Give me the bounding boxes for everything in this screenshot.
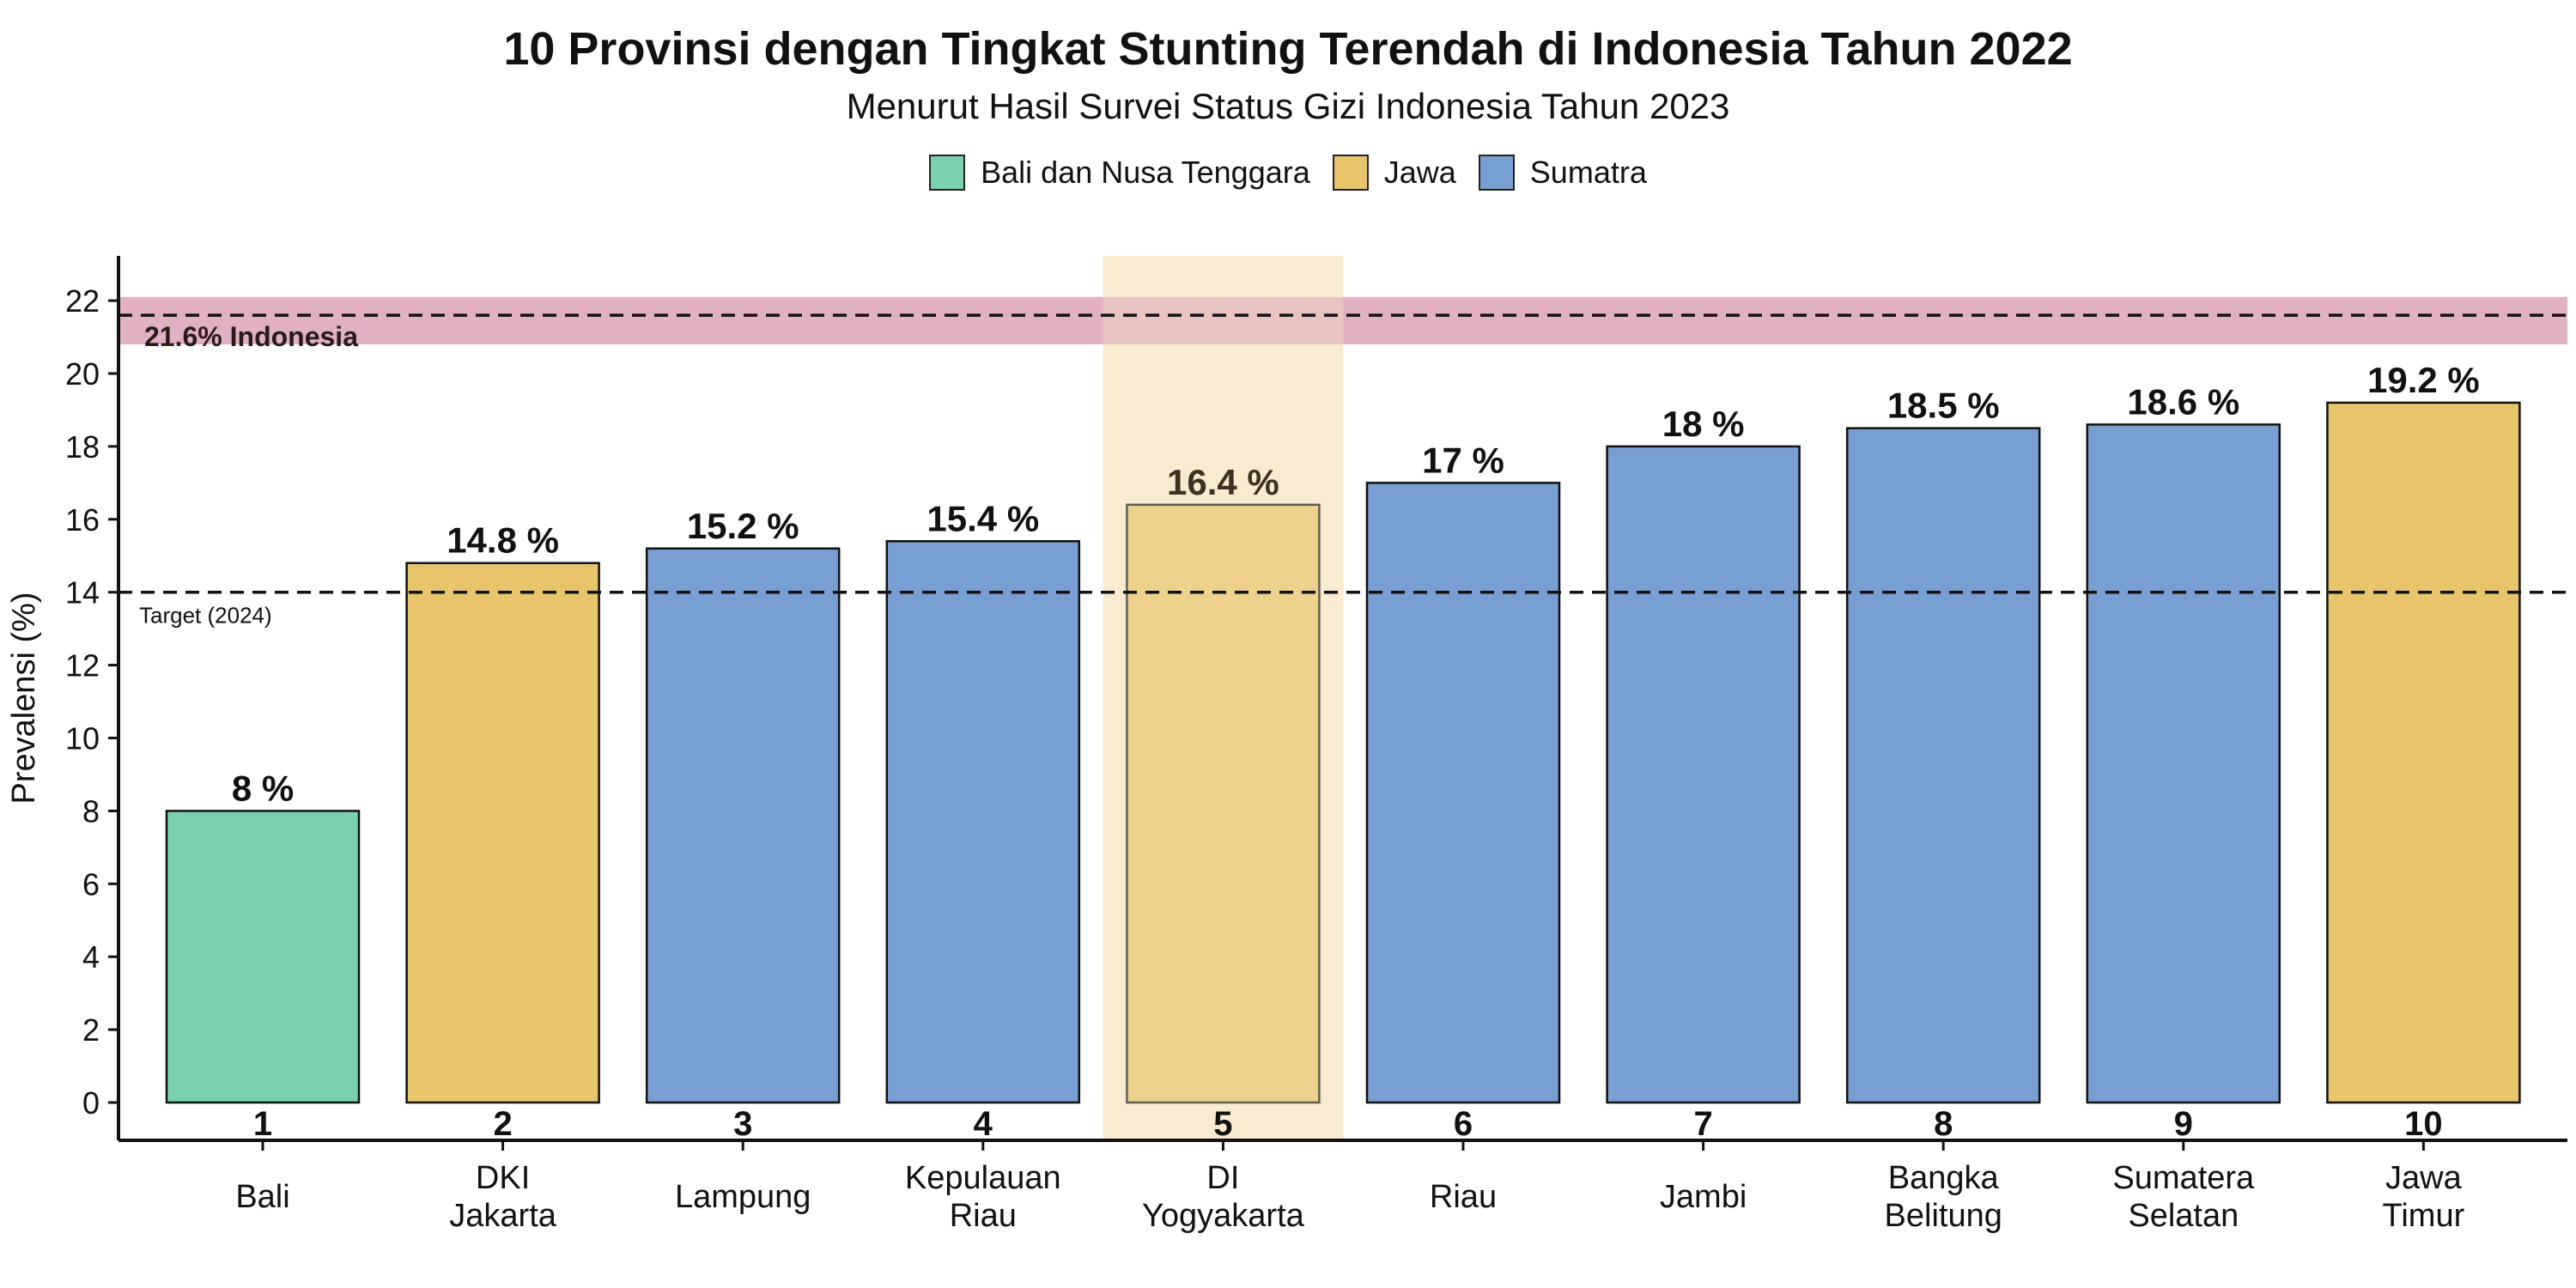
y-tick-label: 2 [82, 1012, 100, 1048]
y-tick-label: 16 [65, 502, 100, 538]
y-tick-label: 18 [65, 429, 100, 465]
y-tick-label: 22 [65, 283, 100, 319]
legend-item: Sumatra [1478, 155, 1647, 191]
chart-subtitle: Menurut Hasil Survei Status Gizi Indones… [846, 86, 1730, 126]
value-label: 18.5 % [1887, 386, 2000, 426]
x-tick-label-line: Selatan [2128, 1198, 2239, 1234]
value-label: 19.2 % [2367, 360, 2480, 400]
legend-item: Jawa [1332, 155, 1456, 191]
rank-label: 4 [974, 1105, 993, 1143]
x-tick-label-line: Belitung [1885, 1198, 2002, 1234]
national-average-band [118, 296, 2567, 345]
x-tick-label-line: Riau [950, 1198, 1017, 1234]
rank-label: 2 [493, 1105, 512, 1143]
x-tick-label: Sumatera Selatan [2112, 1160, 2255, 1234]
x-tick-label-line: Lampung [675, 1179, 811, 1215]
rank-label: 10 [2404, 1105, 2443, 1143]
y-tick-label: 0 [82, 1085, 100, 1121]
rank-label: 5 [1213, 1105, 1232, 1143]
bar [1365, 482, 1561, 1104]
x-tick-label: Riau [1430, 1179, 1497, 1215]
value-label: 16.4 % [1167, 462, 1279, 502]
y-axis-title: Prevalensi (%) [6, 592, 42, 804]
value-label: 17 % [1422, 440, 1504, 480]
x-tick-label-line: Jambi [1660, 1179, 1747, 1215]
x-tick-label-line: Riau [1430, 1179, 1497, 1215]
bar [1845, 427, 2041, 1104]
legend-swatch [1478, 155, 1515, 191]
x-tick-label: Lampung [675, 1179, 811, 1215]
legend-label: Jawa [1383, 155, 1456, 190]
rank-label: 1 [253, 1105, 272, 1143]
rank-label: 7 [1693, 1105, 1712, 1143]
x-tick-label: DI Yogyakarta [1142, 1160, 1305, 1234]
legend-label: Bali dan Nusa Tenggara [981, 155, 1310, 190]
x-tick-label: Kepulauan Riau [905, 1160, 1061, 1234]
x-tick-label-line: Yogyakarta [1142, 1198, 1305, 1234]
x-tick-label: Jawa Timur [2383, 1160, 2465, 1234]
bar [405, 562, 600, 1104]
x-tick-label-line: Kepulauan [905, 1160, 1061, 1196]
bar [2326, 401, 2521, 1104]
x-tick-label-line: Bangka [1888, 1160, 2000, 1196]
rank-label: 6 [1454, 1105, 1473, 1143]
bar [645, 547, 841, 1104]
bar [1606, 445, 1801, 1104]
legend-label: Sumatra [1529, 155, 1647, 190]
bar [885, 540, 1081, 1104]
y-tick-label: 8 [82, 793, 100, 829]
x-tick-label-line: Jakarta [449, 1198, 556, 1234]
legend-swatch [1332, 155, 1369, 191]
rank-label: 9 [2174, 1105, 2193, 1143]
bar [2086, 423, 2281, 1104]
value-label: 15.2 % [687, 506, 799, 546]
y-tick-label: 14 [65, 575, 100, 611]
y-tick-label: 4 [82, 939, 100, 975]
bar [165, 810, 361, 1104]
x-tick-label-line: Timur [2383, 1198, 2465, 1234]
value-label: 15.4 % [927, 498, 1039, 538]
highlight-overlay [1103, 256, 1344, 1140]
value-label: 8 % [232, 768, 294, 808]
y-tick-label: 20 [65, 356, 100, 392]
legend: Bali dan Nusa Tenggara Jawa Sumatra [0, 155, 2576, 191]
x-tick-label-line: Bali [235, 1179, 289, 1215]
x-tick-label-line: DKI [476, 1160, 530, 1196]
x-tick-label-line: Jawa [2385, 1160, 2463, 1196]
x-tick-label: Bangka Belitung [1885, 1160, 2002, 1234]
value-label: 14.8 % [447, 520, 559, 561]
legend-item: Bali dan Nusa Tenggara [929, 155, 1310, 191]
x-tick-label: Bali [235, 1179, 289, 1215]
value-label: 18 % [1662, 404, 1745, 444]
x-tick-label-line: Sumatera [2112, 1160, 2255, 1196]
y-tick-label: 6 [82, 866, 100, 902]
y-tick-label: 10 [65, 721, 100, 756]
value-label: 18.6 % [2127, 381, 2239, 422]
rank-label: 8 [1934, 1105, 1953, 1143]
y-tick-label: 12 [65, 648, 100, 683]
national-average-label: 21.6% Indonesia [144, 321, 358, 352]
bar [1126, 503, 1321, 1104]
x-tick-label: Jambi [1660, 1179, 1747, 1215]
legend-swatch [929, 155, 966, 191]
target-label: Target (2024) [139, 603, 272, 629]
x-tick-label-line: DI [1206, 1160, 1239, 1196]
chart-title: 10 Provinsi dengan Tingkat Stunting Tere… [503, 23, 2073, 75]
rank-label: 3 [733, 1105, 752, 1143]
x-tick-label: DKI Jakarta [449, 1160, 556, 1234]
